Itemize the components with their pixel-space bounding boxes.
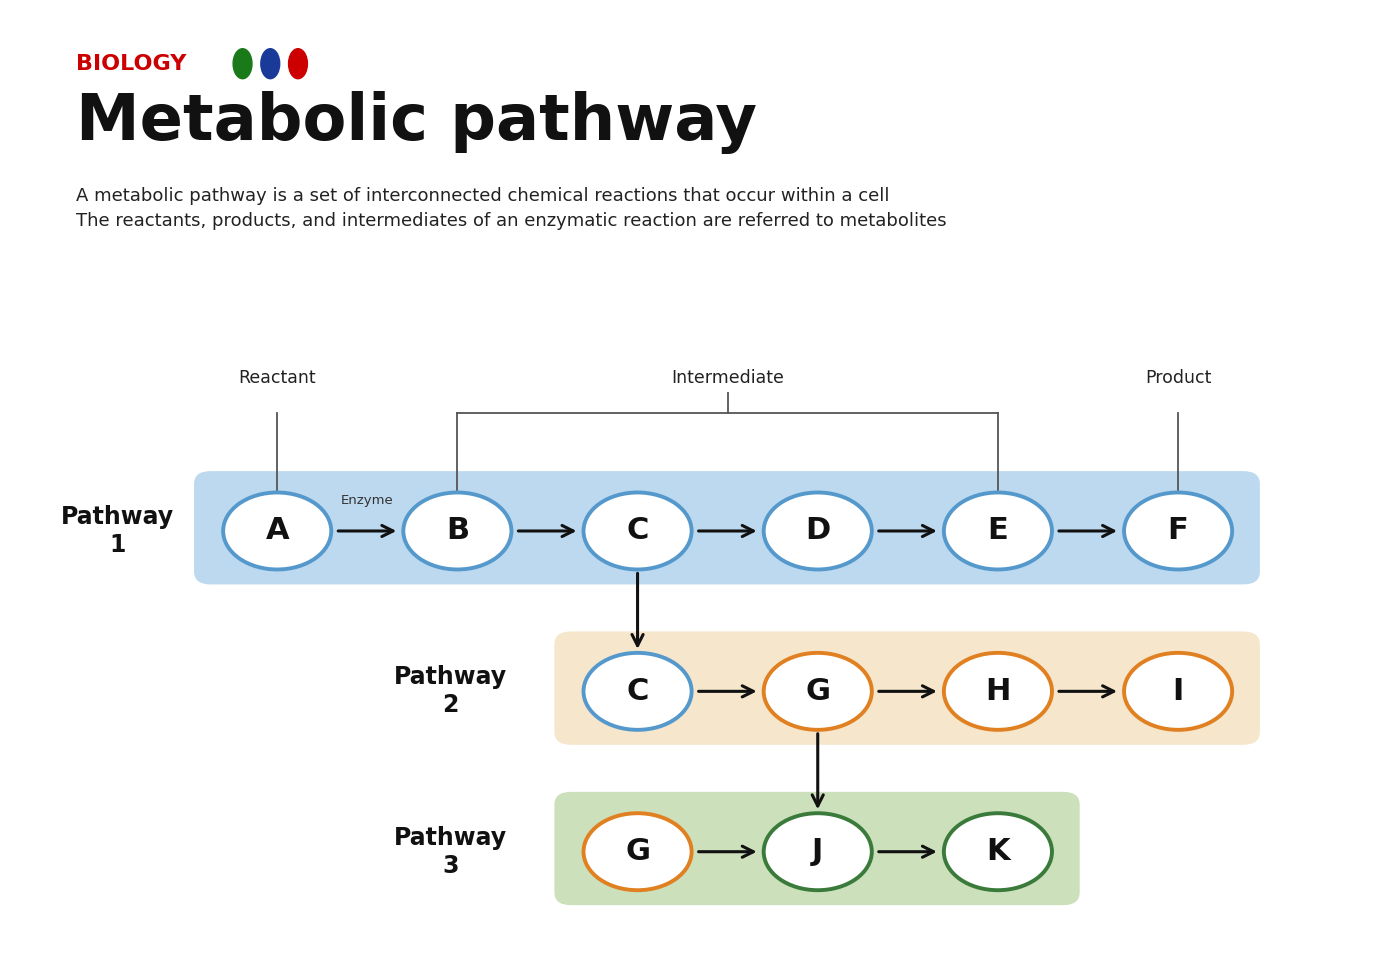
Ellipse shape — [584, 813, 692, 890]
Ellipse shape — [944, 493, 1052, 569]
Text: Metabolic pathway: Metabolic pathway — [76, 91, 757, 154]
Ellipse shape — [584, 493, 692, 569]
Text: The reactants, products, and intermediates of an enzymatic reaction are referred: The reactants, products, and intermediat… — [76, 212, 947, 229]
Text: Pathway
2: Pathway 2 — [394, 665, 507, 717]
Ellipse shape — [764, 813, 872, 890]
Text: Enzyme: Enzyme — [341, 495, 394, 508]
FancyBboxPatch shape — [554, 631, 1260, 745]
Ellipse shape — [584, 653, 692, 730]
Ellipse shape — [944, 813, 1052, 890]
FancyBboxPatch shape — [194, 471, 1260, 584]
Text: A: A — [265, 516, 290, 546]
Ellipse shape — [223, 493, 331, 569]
Text: Reactant: Reactant — [238, 368, 316, 387]
Text: G: G — [805, 677, 830, 706]
Text: C: C — [626, 516, 649, 546]
Text: K: K — [985, 837, 1010, 866]
Text: D: D — [805, 516, 830, 546]
Circle shape — [233, 49, 252, 78]
Ellipse shape — [403, 493, 511, 569]
Text: C: C — [626, 677, 649, 706]
Ellipse shape — [764, 493, 872, 569]
Text: Pathway
3: Pathway 3 — [394, 826, 507, 878]
Text: E: E — [988, 516, 1008, 546]
Text: I: I — [1173, 677, 1184, 706]
Text: J: J — [812, 837, 823, 866]
FancyBboxPatch shape — [554, 792, 1080, 906]
Circle shape — [261, 49, 280, 78]
Text: A metabolic pathway is a set of interconnected chemical reactions that occur wit: A metabolic pathway is a set of intercon… — [76, 187, 890, 205]
Text: Intermediate: Intermediate — [671, 368, 784, 387]
Ellipse shape — [764, 653, 872, 730]
Text: Pathway
1: Pathway 1 — [61, 505, 175, 557]
Text: H: H — [985, 677, 1010, 706]
Text: G: G — [625, 837, 650, 866]
Ellipse shape — [1124, 493, 1232, 569]
Ellipse shape — [944, 653, 1052, 730]
Ellipse shape — [1124, 653, 1232, 730]
Text: B: B — [446, 516, 468, 546]
Text: Product: Product — [1145, 368, 1211, 387]
Text: F: F — [1168, 516, 1188, 546]
Text: BIOLOGY: BIOLOGY — [76, 54, 187, 74]
Circle shape — [288, 49, 308, 78]
